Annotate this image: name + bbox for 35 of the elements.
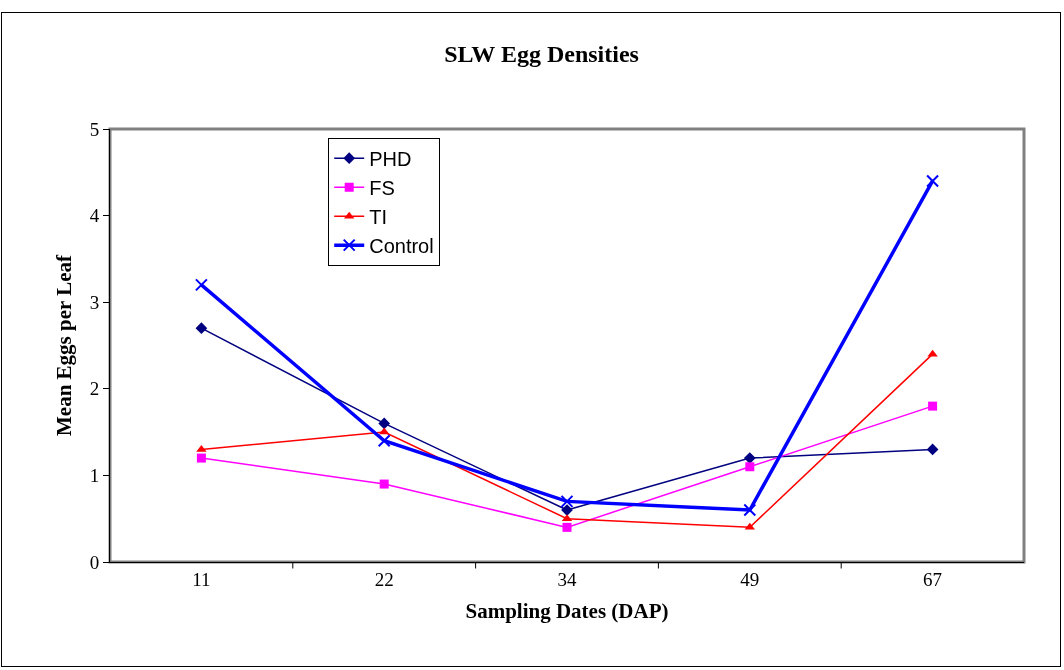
point: [379, 427, 390, 435]
point: [378, 417, 391, 430]
y-tick-label: 5: [89, 118, 100, 140]
point: [195, 322, 208, 335]
point: [377, 434, 391, 448]
point: [743, 452, 756, 464]
y-tick-label: 2: [89, 378, 100, 400]
point: [743, 503, 757, 517]
point: [194, 278, 208, 292]
point: [744, 522, 755, 530]
chart-title: SLW Egg Densities: [444, 41, 639, 68]
x-axis-title: Sampling Dates (DAP): [465, 599, 669, 623]
x-tick-label: 49: [740, 568, 760, 590]
x-tick-label: 11: [192, 568, 211, 590]
legend-label: PHD: [369, 147, 412, 170]
y-tick-label: 1: [89, 465, 100, 487]
x-tick-label: 67: [923, 568, 943, 590]
x-tick-label: 22: [374, 568, 394, 590]
legend-label: Control: [369, 234, 434, 257]
x-tick-label: 34: [557, 568, 577, 590]
legend-label: FS: [369, 176, 395, 199]
y-tick-label: 3: [89, 291, 100, 313]
point: [562, 522, 572, 532]
point: [379, 479, 389, 489]
point: [560, 494, 574, 508]
point: [928, 401, 938, 411]
legend-label: TI: [369, 205, 387, 228]
y-tick-label: 0: [89, 551, 100, 573]
y-tick-label: 4: [89, 205, 100, 227]
y-axis-title: Mean Eggs per Leaf: [51, 253, 76, 437]
point: [745, 462, 755, 472]
point: [926, 174, 940, 188]
point: [926, 443, 939, 456]
point: [196, 453, 206, 463]
point: [196, 444, 207, 452]
